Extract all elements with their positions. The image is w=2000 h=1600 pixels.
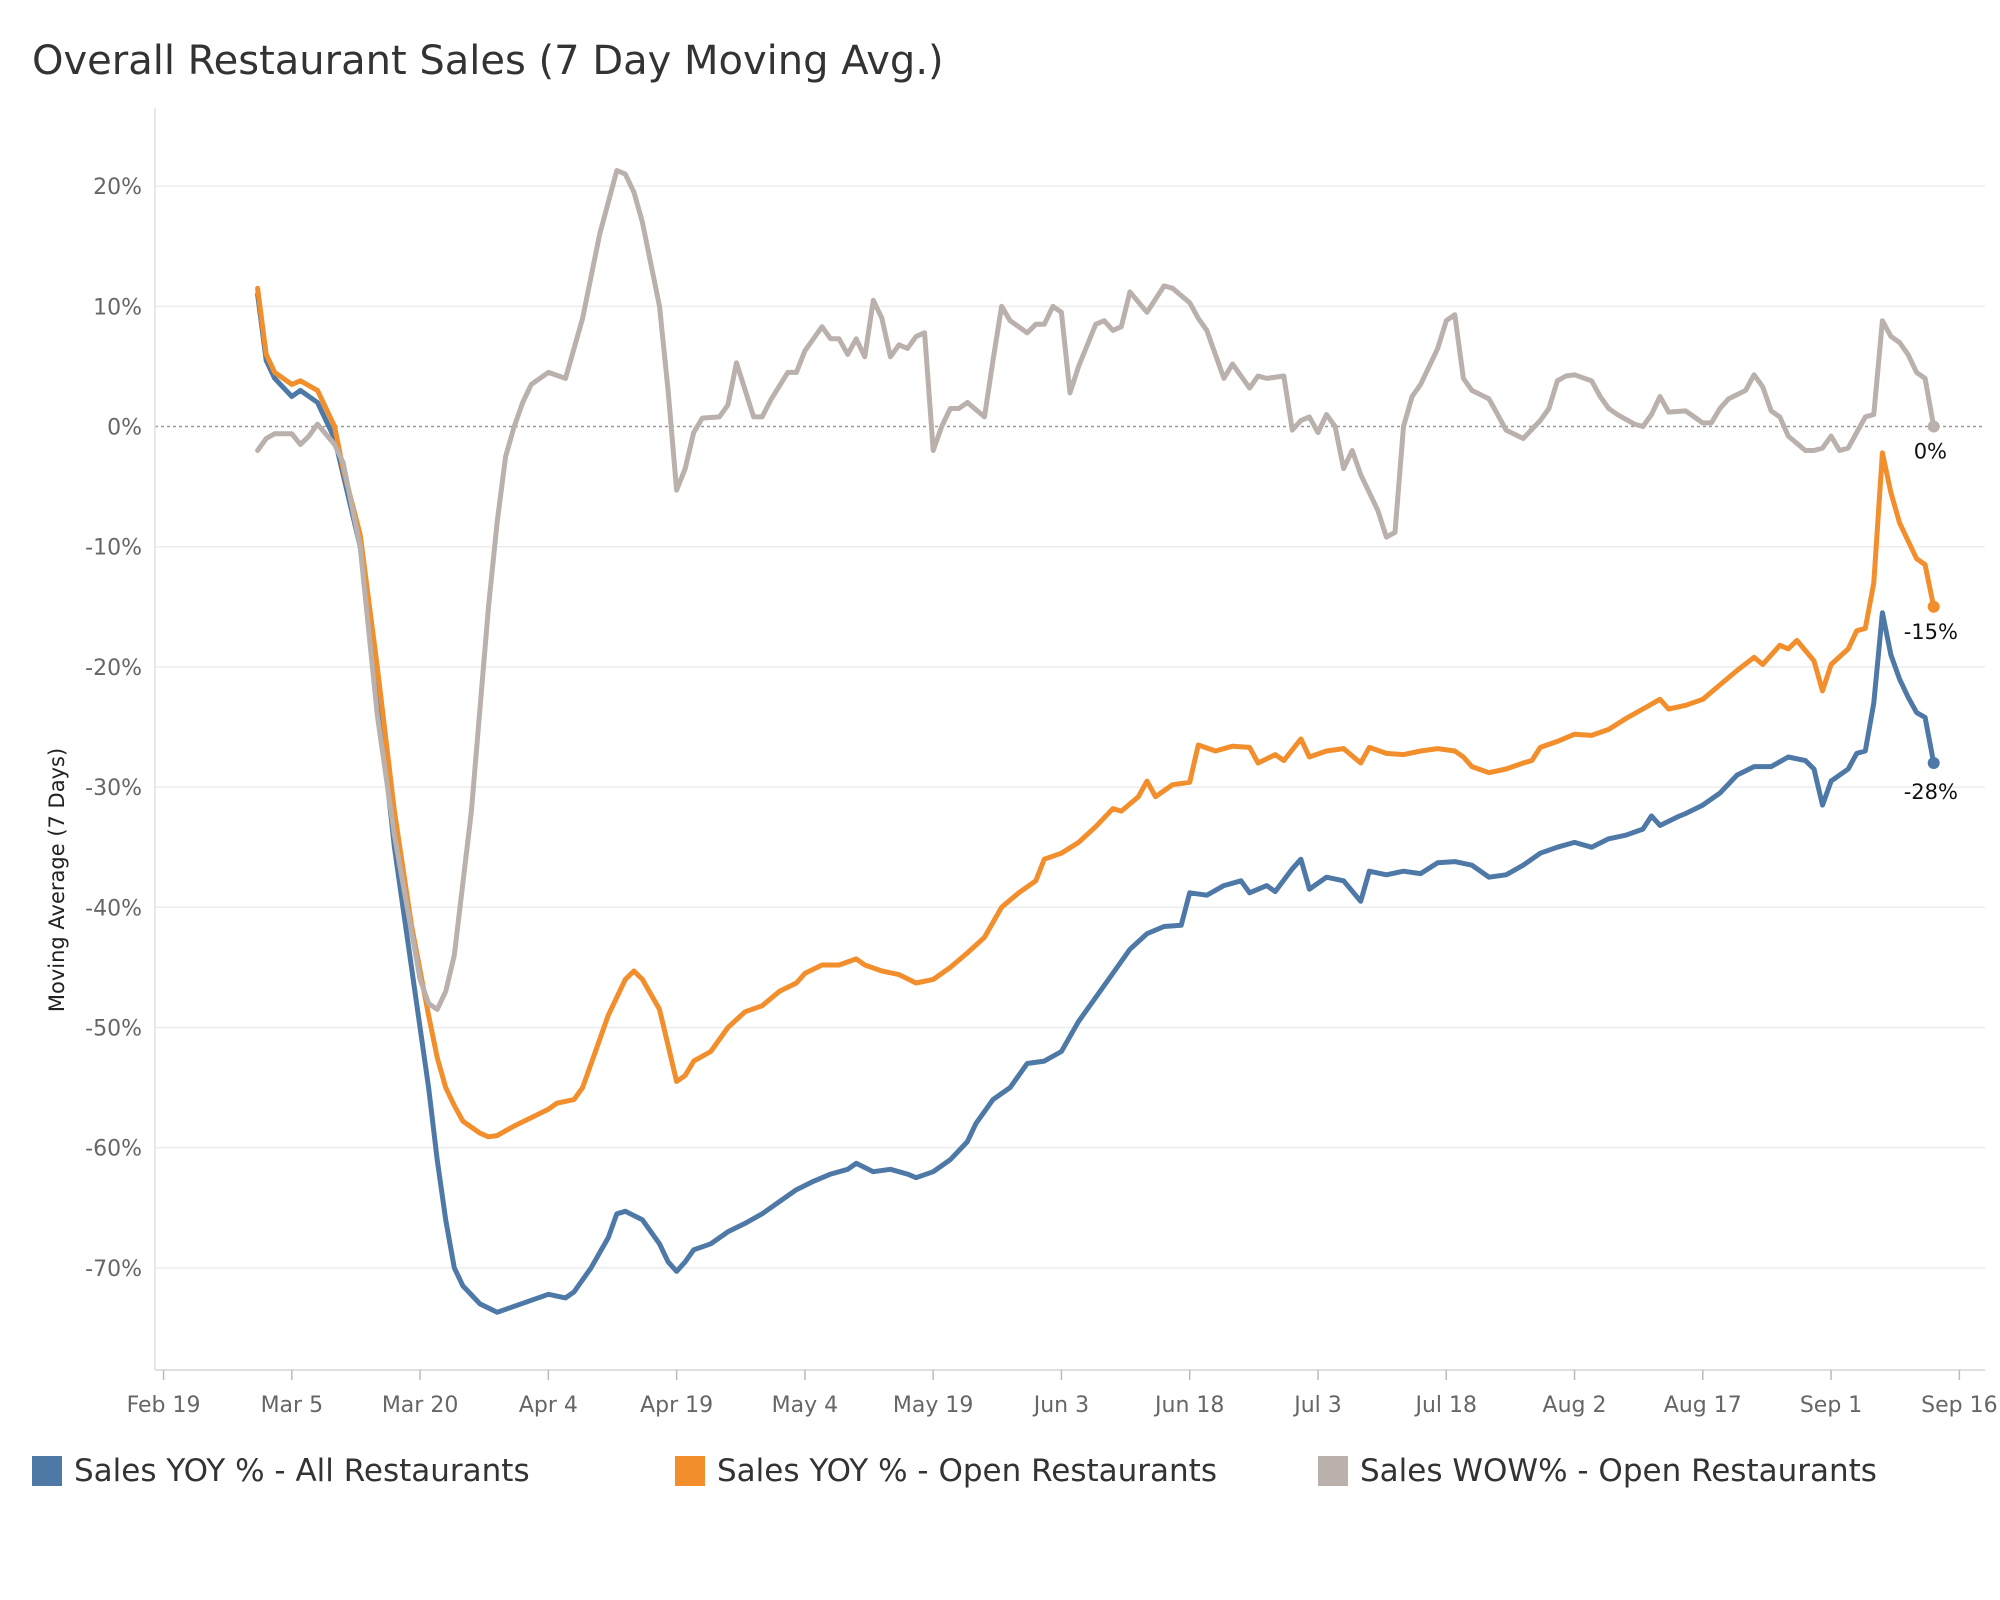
y-tick-label: -40% bbox=[85, 896, 142, 921]
y-tick-label: -50% bbox=[85, 1016, 142, 1041]
legend-swatch-all-restaurants bbox=[32, 1456, 62, 1486]
legend-label-open-restaurants-wow: Sales WOW% - Open Restaurants bbox=[1360, 1453, 1877, 1489]
x-tick-label: May 19 bbox=[893, 1393, 973, 1418]
x-tick-label: Aug 2 bbox=[1543, 1393, 1607, 1418]
y-tick-label: -30% bbox=[85, 776, 142, 801]
x-tick-label: Feb 19 bbox=[127, 1393, 201, 1418]
x-tick-label: Apr 4 bbox=[519, 1393, 578, 1418]
end-value-label: 0% bbox=[1914, 440, 1947, 464]
y-tick-label: -10% bbox=[85, 536, 142, 561]
x-tick-label: Aug 17 bbox=[1664, 1393, 1742, 1418]
y-tick-label: 20% bbox=[93, 175, 142, 200]
x-tick-label: Jun 18 bbox=[1153, 1393, 1224, 1418]
y-axis-ticks: 20% 10% 0% -10% -20% -30% -40% -50% -60% -70% bbox=[85, 175, 142, 1282]
series-lines bbox=[255, 168, 1937, 1315]
chart-title: Overall Restaurant Sales (7 Day Moving A… bbox=[32, 38, 944, 84]
x-tick-label: Sep 16 bbox=[1921, 1393, 1997, 1418]
x-tick-label: Mar 5 bbox=[261, 1393, 324, 1418]
x-tick-label: May 4 bbox=[772, 1393, 838, 1418]
legend-swatch-open-restaurants-wow bbox=[1318, 1456, 1348, 1486]
series-line-sales-yoy-all-restaurants bbox=[255, 291, 1937, 1315]
x-tick-label: Apr 19 bbox=[640, 1393, 713, 1418]
x-axis-ticks: Feb 19 Mar 5 Mar 20 Apr 4 Apr 19 May 4 May 19 J… bbox=[127, 1370, 1998, 1418]
legend-label-open-restaurants-yoy: Sales YOY % - Open Restaurants bbox=[717, 1453, 1217, 1489]
end-value-label: -28% bbox=[1904, 780, 1958, 804]
y-axis-title: Moving Average (7 Days) bbox=[45, 748, 69, 1012]
series-endpoint-sales-yoy-all-restaurants bbox=[1927, 757, 1940, 770]
series-line-sales-wow-open-restaurants bbox=[255, 168, 1937, 1012]
y-tick-label: -70% bbox=[85, 1257, 142, 1282]
legend-label-all-restaurants: Sales YOY % - All Restaurants bbox=[74, 1453, 530, 1489]
legend-item-open-restaurants-yoy[interactable]: Sales YOY % - Open Restaurants bbox=[675, 1453, 1217, 1489]
x-tick-label: Mar 20 bbox=[382, 1393, 459, 1418]
end-labels: -28% -15% 0% bbox=[1904, 420, 1958, 804]
series-endpoint-sales-wow-open-restaurants bbox=[1927, 420, 1940, 433]
series-endpoint-sales-yoy-open-restaurants bbox=[1927, 600, 1940, 613]
gridlines bbox=[155, 185, 1985, 1269]
x-tick-label: Jul 3 bbox=[1292, 1393, 1342, 1418]
legend-item-all-restaurants[interactable]: Sales YOY % - All Restaurants bbox=[32, 1453, 530, 1489]
y-tick-label: -20% bbox=[85, 656, 142, 681]
x-tick-label: Jul 18 bbox=[1413, 1393, 1477, 1418]
legend-item-open-restaurants-wow[interactable]: Sales WOW% - Open Restaurants bbox=[1318, 1453, 1877, 1489]
end-value-label: -15% bbox=[1904, 620, 1958, 644]
series-line-sales-yoy-open-restaurants bbox=[255, 285, 1937, 1140]
legend: Sales YOY % - All Restaurants Sales YOY … bbox=[32, 1453, 1972, 1503]
axes bbox=[154, 108, 1985, 1371]
x-tick-label: Jun 3 bbox=[1032, 1393, 1089, 1418]
y-tick-label: 0% bbox=[107, 416, 142, 441]
y-tick-label: 10% bbox=[93, 295, 142, 320]
legend-swatch-open-restaurants-yoy bbox=[675, 1456, 705, 1486]
x-tick-label: Sep 1 bbox=[1800, 1393, 1862, 1418]
y-tick-label: -60% bbox=[85, 1137, 142, 1162]
